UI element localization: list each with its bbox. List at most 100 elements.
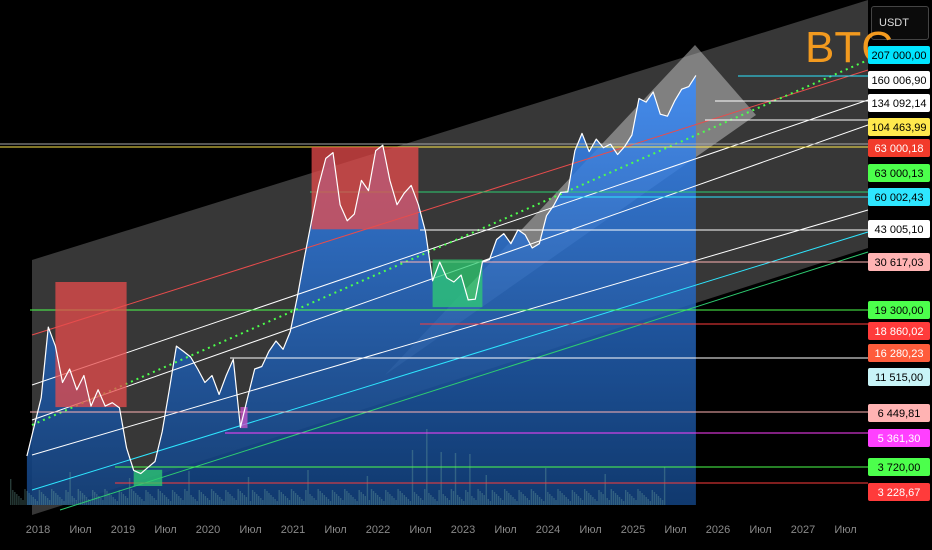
price-label-bg <box>868 344 930 362</box>
x-tick-label: 2021 <box>281 524 305 536</box>
volume-bar <box>188 471 190 505</box>
volume-bar <box>18 496 20 505</box>
volume-bar <box>327 499 330 505</box>
volume-bar <box>202 494 205 505</box>
volume-bar <box>297 495 299 505</box>
volume-bar <box>653 492 656 505</box>
volume-bar <box>180 498 182 505</box>
currency-button[interactable]: USDT <box>871 6 929 40</box>
x-tick-label: Июл <box>69 524 91 536</box>
volume-bar <box>223 501 225 505</box>
volume-bar <box>401 493 403 505</box>
price-label-bg <box>868 301 930 319</box>
volume-bar <box>543 501 545 505</box>
volume-bar <box>356 501 358 505</box>
price-label: 19 300,00 <box>875 305 924 317</box>
volume-bar <box>237 489 239 505</box>
volume-bar <box>428 493 430 505</box>
volume-bar <box>167 499 170 505</box>
price-label-bg <box>868 368 930 386</box>
volume-bar <box>331 490 334 505</box>
volume-bar <box>518 490 520 505</box>
volume-bar <box>55 493 57 505</box>
volume-bar <box>389 494 391 505</box>
volume-bar <box>606 498 608 505</box>
volume-bar <box>282 494 284 505</box>
volume-bar <box>461 499 463 505</box>
volume-bar <box>14 492 16 505</box>
volume-bar <box>540 499 543 505</box>
volume-bar <box>465 490 467 505</box>
volume-bar <box>499 498 502 505</box>
volume-bar <box>321 493 323 505</box>
volume-bar <box>452 491 455 505</box>
volume-bar <box>272 497 274 505</box>
volume-bar <box>438 490 440 505</box>
volume-bar <box>319 491 321 505</box>
volume-bar <box>534 493 537 505</box>
volume-bar <box>659 498 662 505</box>
volume-bar <box>292 491 295 505</box>
price-area <box>26 75 696 506</box>
price-label-bg <box>868 188 930 206</box>
dotted-trend-line <box>31 59 869 426</box>
volume-bar <box>407 499 410 505</box>
volume-bar <box>635 500 637 505</box>
volume-bar <box>16 494 18 505</box>
volume-bar <box>338 496 340 505</box>
volume-bar <box>586 491 588 505</box>
volume-bar <box>481 493 483 505</box>
volume-bar <box>307 470 309 505</box>
volume-bar <box>186 491 188 505</box>
volume-bar <box>399 491 401 505</box>
volume-bar <box>258 496 260 505</box>
volume-bar <box>497 496 500 505</box>
volume-bar <box>631 496 633 505</box>
volume-bar <box>139 497 141 505</box>
volume-bar <box>182 500 184 505</box>
volume-bar <box>112 497 114 505</box>
volume-bar <box>137 495 139 505</box>
volume-bar <box>372 491 375 505</box>
volume-bar <box>495 494 498 505</box>
volume-bar <box>262 500 264 505</box>
volume-bar <box>508 493 510 505</box>
volume-bar <box>286 498 289 505</box>
volume-bar <box>489 501 492 505</box>
volume-bar <box>588 493 590 505</box>
volume-bar <box>171 490 174 505</box>
volume-bar <box>264 489 266 505</box>
volume-bar <box>161 493 164 505</box>
volume-bar <box>65 490 67 505</box>
volume-bar <box>178 496 180 505</box>
volume-bar <box>643 495 645 505</box>
x-tick-label: Июл <box>749 524 771 536</box>
price-label: 3 228,67 <box>878 487 921 499</box>
volume-bar <box>69 472 71 505</box>
volume-bar <box>633 498 635 505</box>
volume-bar <box>395 500 397 505</box>
x-tick-label: Июл <box>664 524 686 536</box>
volume-bar <box>268 493 270 505</box>
volume-bar <box>524 496 526 505</box>
volume-bar <box>538 497 541 505</box>
volume-bar <box>477 489 479 505</box>
price-label-bg <box>868 429 930 447</box>
volume-bar <box>661 500 664 505</box>
price-label-bg <box>868 139 930 157</box>
volume-bar <box>44 496 47 505</box>
volume-bar <box>294 493 297 505</box>
volume-bar <box>362 494 364 505</box>
volume-bar <box>458 497 461 505</box>
volume-bar <box>280 492 282 505</box>
volume-bar <box>284 496 287 505</box>
volume-bar <box>309 494 311 505</box>
volume-bar <box>590 495 592 505</box>
volume-bar <box>313 498 315 505</box>
volume-bar <box>420 498 422 505</box>
price-label-bg <box>868 46 930 64</box>
volume-bar <box>415 494 418 505</box>
x-tick-label: 2024 <box>536 524 560 536</box>
volume-bar <box>329 501 332 505</box>
volume-bar <box>563 495 565 505</box>
